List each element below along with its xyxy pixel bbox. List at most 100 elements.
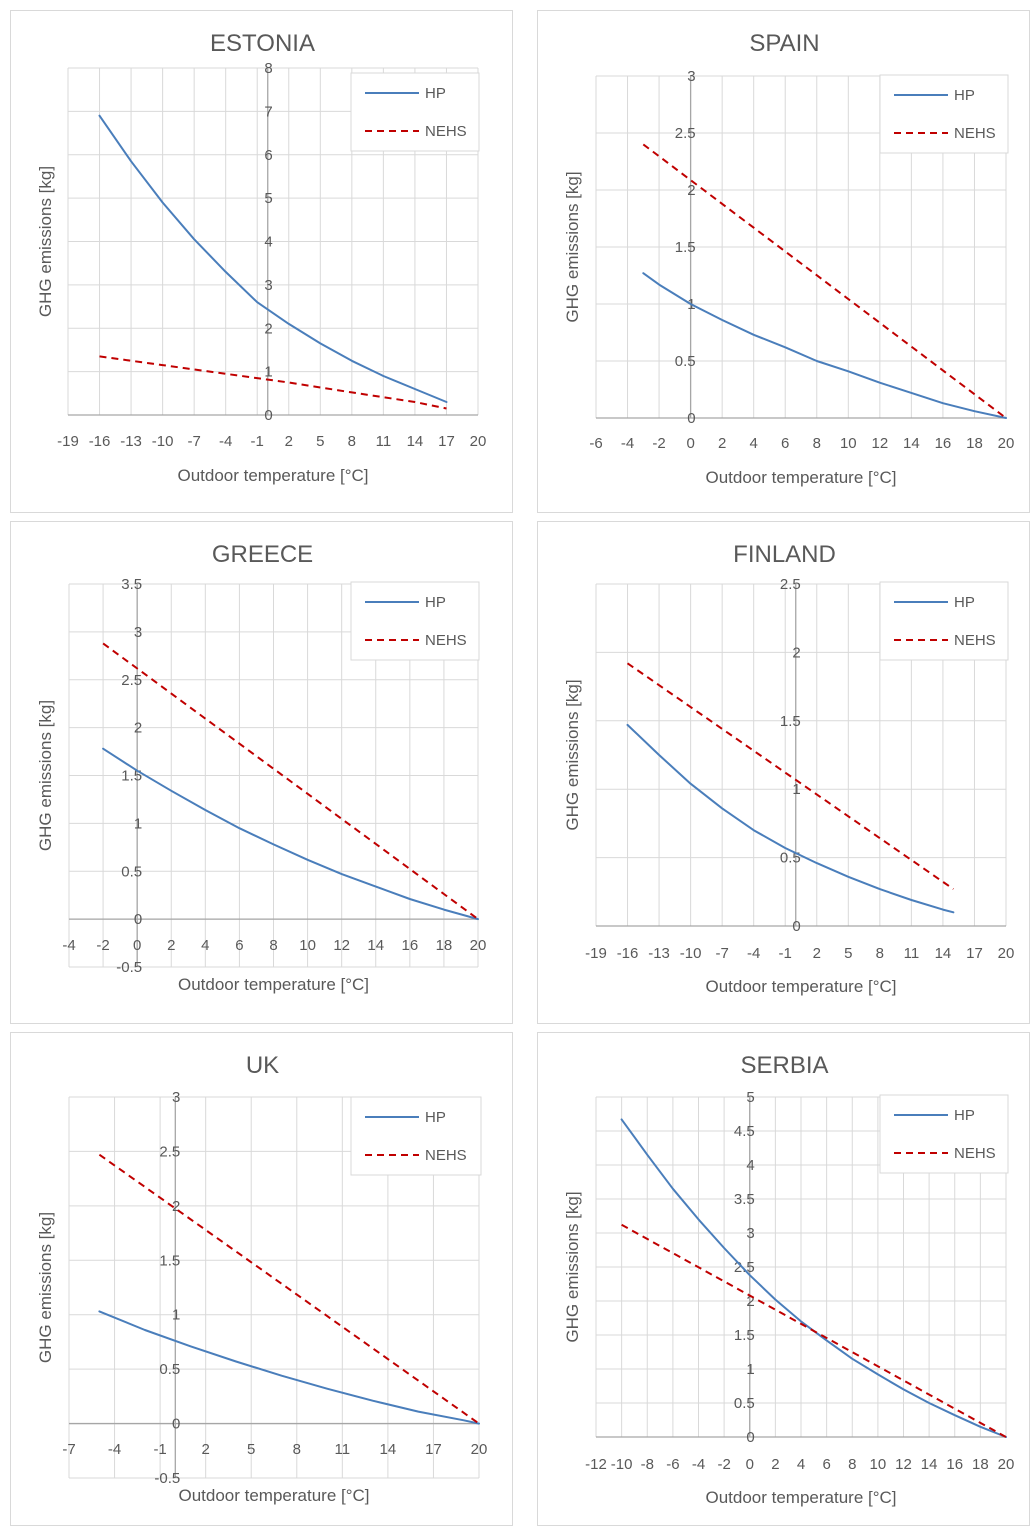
x-tick-label: 6: [822, 1456, 830, 1473]
chart-svg-finland: FINLAND -19 -16 -13 -10 -7 -4 -1 2 5 8 11 14 17 20 0 0.5…: [563, 541, 1014, 996]
chart-panel-serbia: SERBIA -12 -10 -8 -6 -4 -2 0 2 4 6 8 10 12 14 16 18 20 0 0.…: [537, 1032, 1030, 1526]
x-tick-label: 0: [746, 1456, 754, 1473]
legend-box: [350, 72, 480, 152]
legend-label-nehs: NEHS: [425, 632, 467, 649]
y-tick-label: -0.5: [116, 959, 142, 976]
series-line-hp: [626, 723, 955, 914]
x-tick-label: 4: [201, 937, 209, 954]
chart-panel-estonia: ESTONIA -19 -16 -13 -10 -7 -4 -1 2 5 8 11 14 17 20 0 1 2 3…: [10, 10, 513, 513]
x-tick-label: 16: [946, 1456, 963, 1473]
series-line-nehs: [642, 143, 1007, 419]
y-tick-label: 0: [134, 911, 142, 928]
x-tick-label: 2: [813, 945, 821, 962]
x-tick-label: 14: [921, 1456, 938, 1473]
y-tick-label: 3: [687, 68, 695, 85]
x-tick-label: 14: [380, 1441, 397, 1458]
y-tick-label: 3: [264, 277, 272, 294]
series-line-hp: [102, 747, 479, 921]
x-tick-label: 20: [998, 1456, 1015, 1473]
chart-panel-finland: FINLAND -19 -16 -13 -10 -7 -4 -1 2 5 8 11 14 17 20 0 0.5…: [537, 521, 1030, 1024]
series-line-hp: [642, 272, 1007, 419]
y-tick-label: 3: [172, 1089, 180, 1106]
legend-label-nehs: NEHS: [954, 1145, 996, 1162]
x-tick-label: 8: [848, 1456, 856, 1473]
x-tick-label: -10: [611, 1456, 633, 1473]
x-tick-label: -7: [715, 945, 728, 962]
y-tick-label: 2.5: [675, 125, 696, 142]
x-tick-label: -13: [648, 945, 670, 962]
x-tick-label: -4: [747, 945, 760, 962]
series-line-hp: [98, 114, 448, 403]
y-tick-label: 0.5: [121, 863, 142, 880]
x-tick-label: 16: [401, 937, 418, 954]
legend-label-nehs: NEHS: [425, 123, 467, 140]
y-tick-label: 0.5: [159, 1361, 180, 1378]
x-tick-label: 6: [781, 435, 789, 452]
x-tick-label: 14: [903, 435, 920, 452]
y-tick-label: 0: [792, 918, 800, 935]
legend: HP NEHS: [350, 581, 480, 661]
x-tick-label: 17: [966, 945, 983, 962]
x-tick-label: 4: [750, 435, 758, 452]
y-tick-label: 0: [264, 407, 272, 424]
x-tick-label: 4: [797, 1456, 805, 1473]
x-tick-label: -1: [251, 433, 264, 450]
x-tick-label: 0: [133, 937, 141, 954]
x-tick-label: -4: [219, 433, 232, 450]
y-tick-label: 1.5: [159, 1252, 180, 1269]
chart-panel-greece: GREECE -4 -2 0 2 4 6 8 10 12 14 16 18 20 -0.5 0 0.5 1 1.5 2…: [10, 521, 513, 1024]
y-tick-label: 4: [746, 1157, 754, 1174]
x-tick-label: -2: [96, 937, 109, 954]
x-tick-label: 17: [438, 433, 455, 450]
x-tick-label: -16: [617, 945, 639, 962]
legend-box: [879, 1094, 1009, 1174]
x-tick-label: 14: [407, 433, 424, 450]
y-tick-label: 1: [746, 1361, 754, 1378]
legend-label-nehs: NEHS: [425, 1147, 467, 1164]
legend-box: [879, 74, 1009, 154]
y-tick-label: 2: [172, 1198, 180, 1215]
y-tick-label: 8: [264, 60, 272, 77]
x-axis-label: Outdoor temperature [°C]: [705, 977, 896, 996]
x-tick-label: 8: [293, 1441, 301, 1458]
x-axis-label: Outdoor temperature [°C]: [705, 468, 896, 487]
x-tick-label: 8: [269, 937, 277, 954]
x-tick-label: 2: [285, 433, 293, 450]
y-tick-label: 1: [792, 781, 800, 798]
y-tick-label: 0: [746, 1429, 754, 1446]
x-tick-label: 20: [471, 1441, 488, 1458]
x-tick-label: 0: [686, 435, 694, 452]
x-tick-label: -1: [153, 1441, 166, 1458]
y-tick-label: 3: [134, 624, 142, 641]
x-axis-label: Outdoor temperature [°C]: [177, 466, 368, 485]
legend-label-hp: HP: [954, 1107, 975, 1124]
x-tick-label: 8: [813, 435, 821, 452]
series-line-nehs: [98, 1153, 480, 1425]
y-tick-label: 1: [134, 815, 142, 832]
series-line-nehs: [621, 1223, 1007, 1438]
x-tick-label: -7: [62, 1441, 75, 1458]
x-tick-label: -2: [652, 435, 665, 452]
chart-title: GREECE: [212, 541, 313, 568]
legend-label-hp: HP: [425, 1109, 446, 1126]
y-tick-label: 5: [264, 190, 272, 207]
legend-box: [879, 581, 1009, 661]
y-tick-label: 1: [172, 1307, 180, 1324]
chart-svg-estonia: ESTONIA -19 -16 -13 -10 -7 -4 -1 2 5 8 11 14 17 20 0 1 2 3…: [36, 30, 486, 485]
chart-panel-spain: SPAIN -6 -4 -2 0 2 4 6 8 10 12 14 16 18 20 0 0.5 1 1.5 2 2.5…: [537, 10, 1030, 513]
legend-label-nehs: NEHS: [954, 632, 996, 649]
series-line-nehs: [99, 355, 447, 410]
y-tick-label: 5: [746, 1089, 754, 1106]
y-tick-label: 1: [264, 364, 272, 381]
y-tick-label: 2.5: [159, 1143, 180, 1160]
x-tick-label: -1: [779, 945, 792, 962]
y-axis-label: GHG emissions [kg]: [36, 700, 55, 851]
y-axis-label: GHG emissions [kg]: [563, 1191, 582, 1342]
chart-svg-serbia: SERBIA-12 -10 -8 -6 -4 -2 0 2 4 6 8 10 12 14 16 18 2000.…: [563, 1052, 1015, 1507]
x-tick-label: 12: [895, 1456, 912, 1473]
legend-box: [350, 581, 480, 661]
x-tick-label: 2: [167, 937, 175, 954]
legend-label-nehs: NEHS: [954, 125, 996, 142]
y-tick-label: 1.5: [675, 239, 696, 256]
y-tick-label: 0: [687, 410, 695, 427]
